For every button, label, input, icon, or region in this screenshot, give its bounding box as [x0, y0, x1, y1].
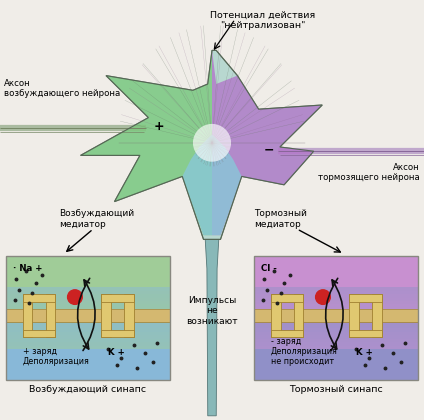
Bar [254, 304, 418, 308]
Bar [6, 301, 170, 304]
Polygon shape [81, 50, 212, 235]
Text: Тормозный синапс: Тормозный синапс [289, 385, 383, 394]
Bar [349, 330, 382, 338]
Polygon shape [212, 50, 322, 235]
Bar [6, 342, 170, 346]
Bar [6, 297, 170, 301]
Polygon shape [182, 134, 242, 235]
Bar [254, 294, 418, 297]
Bar [45, 294, 55, 338]
Polygon shape [205, 239, 219, 416]
Bar [254, 322, 418, 380]
Text: −: − [264, 144, 274, 156]
Text: Потенциал действия
"нейтрализован": Потенциал действия "нейтрализован" [210, 10, 315, 30]
Text: + заряд
Деполяризация: + заряд Деполяризация [23, 347, 89, 367]
Bar [372, 294, 382, 338]
Circle shape [315, 290, 330, 304]
Text: Импульсы
не
возникают: Импульсы не возникают [186, 296, 238, 326]
Bar [6, 294, 170, 297]
Text: Возбуждающий
медиатор: Возбуждающий медиатор [59, 210, 134, 229]
Bar [254, 346, 418, 349]
Bar [6, 311, 170, 315]
Bar [6, 322, 170, 380]
Bar [254, 322, 418, 325]
Bar [101, 294, 134, 302]
Bar [6, 310, 170, 322]
Bar [6, 346, 170, 349]
Bar [23, 294, 55, 302]
Bar [254, 256, 418, 380]
Ellipse shape [193, 124, 231, 162]
Text: K +: K + [356, 348, 372, 357]
Bar [349, 294, 359, 338]
Bar [6, 291, 170, 294]
Bar [6, 339, 170, 342]
Bar [254, 308, 418, 311]
Bar [254, 291, 418, 294]
Bar [254, 339, 418, 342]
Bar [124, 294, 134, 338]
Bar [101, 294, 111, 338]
Bar [6, 304, 170, 308]
Bar [6, 325, 170, 328]
Bar [271, 294, 281, 338]
Text: Аксон
тормозящего нейрона: Аксон тормозящего нейрона [318, 163, 420, 182]
Bar [293, 294, 303, 338]
Bar [6, 287, 170, 291]
Bar [254, 310, 418, 322]
Bar [254, 335, 418, 339]
Bar [6, 332, 170, 335]
Text: Возбуждающий синапс: Возбуждающий синапс [29, 385, 147, 394]
Bar [6, 322, 170, 325]
Bar [6, 308, 170, 311]
Bar [101, 330, 134, 338]
Bar [23, 294, 33, 338]
Bar [6, 335, 170, 339]
Text: Аксон
возбуждающего нейрона: Аксон возбуждающего нейрона [4, 79, 120, 98]
Bar [254, 318, 418, 322]
Bar [6, 256, 170, 380]
Text: +: + [153, 120, 165, 132]
Polygon shape [81, 50, 322, 239]
Bar [254, 301, 418, 304]
Text: · Na +: · Na + [13, 264, 42, 273]
Bar [254, 342, 418, 346]
Bar [254, 315, 418, 318]
Text: K +: K + [108, 348, 124, 357]
Bar [6, 315, 170, 318]
Bar [6, 318, 170, 322]
Bar [254, 332, 418, 335]
Bar [6, 328, 170, 332]
Text: Cl -: Cl - [261, 264, 277, 273]
Text: - заряд
Деполяризация
не происходит: - заряд Деполяризация не происходит [271, 337, 338, 367]
Text: Тормозный
медиатор: Тормозный медиатор [254, 210, 307, 229]
Bar [254, 256, 418, 310]
Bar [23, 330, 55, 338]
Bar [271, 330, 304, 338]
Bar [254, 325, 418, 328]
Bar [254, 311, 418, 315]
Circle shape [67, 290, 82, 304]
Bar [271, 294, 304, 302]
Bar [254, 297, 418, 301]
Bar [254, 328, 418, 332]
Bar [349, 294, 382, 302]
Bar [254, 287, 418, 291]
Bar [6, 256, 170, 310]
